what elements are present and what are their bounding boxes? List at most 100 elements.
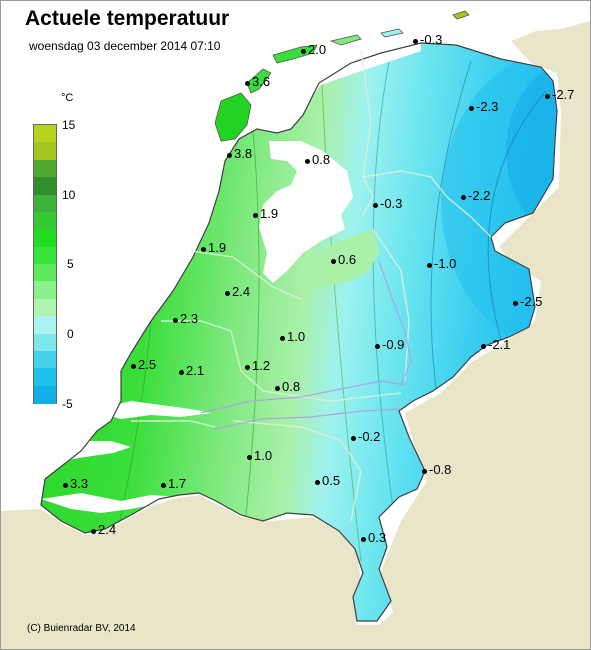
legend-band [34,177,56,195]
station-dot [201,247,206,252]
station-temperature: -0.2 [358,429,381,444]
station-temperature: 2.1 [186,363,205,378]
station-temperature: 0.8 [282,379,301,394]
belgium-region [1,495,401,649]
rivers [200,260,412,430]
station-dot [545,94,550,99]
legend-band [34,368,56,387]
station-dot [173,318,178,323]
station-temperature: -2.7 [552,87,575,102]
station-dot [63,483,68,488]
station-temperature: 2.3 [180,311,199,326]
station-temperature: -0.3 [380,196,403,211]
legend-band [34,264,56,282]
station-temperature: 1.7 [168,476,187,491]
station-dot [361,537,366,542]
station-temperature: 1.9 [260,206,279,221]
legend-band [34,385,56,404]
station-dot [461,195,466,200]
island-ameland [329,34,362,46]
station-temperature: 0.3 [368,530,387,545]
station-dot [161,483,166,488]
island-terschelling [272,44,318,64]
map-timestamp: woensdag 03 december 2014 07:10 [29,39,221,53]
station-dot [179,370,184,375]
station-temperature: 3.8 [234,146,253,161]
legend-tick-label: 15 [62,118,76,132]
island-schiermonnikoog [380,28,404,38]
station-temperature: 3.6 [252,74,271,89]
station-dot [469,106,474,111]
station-dot [513,301,518,306]
haringvliet [91,401,211,419]
legend-tick-label: 0 [67,327,74,341]
station-dot [373,203,378,208]
legend-unit: °C [61,92,74,104]
legend-band [34,194,56,213]
station-dot [331,259,336,264]
station-dot [305,159,310,164]
station-temperature: 1.2 [252,358,271,373]
station-dot [227,153,232,158]
station-dot [275,386,280,391]
legend-tick-label: 5 [67,257,74,271]
station-temperature: 0.5 [322,473,341,488]
province-borders [131,50,492,522]
station-temperature: 2.5 [138,357,157,372]
station-dot [245,81,250,86]
legend-band [34,281,56,300]
legend-band [34,350,56,369]
station-temperature: -2.5 [520,294,543,309]
legend-band [34,229,56,248]
legend-band [34,125,56,143]
station-temperature: -2.2 [468,188,491,203]
station-temperature: -2.1 [488,337,511,352]
legend-band [34,298,56,317]
station-dot [413,39,418,44]
station-dot [245,365,250,370]
copyright-notice: (C) Buienradar BV, 2014 [27,623,136,634]
map-title: Actuele temperatuur [25,7,230,30]
station-temperature: -0.3 [420,32,443,47]
island-vlieland [246,68,272,94]
station-dot [91,529,96,534]
station-temperature: 2.0 [308,42,327,57]
eastern-scheldt [51,441,131,461]
legend-band [34,211,56,230]
station-temperature: 3.3 [70,476,89,491]
station-dot [481,344,486,349]
germany-region [381,1,590,649]
station-temperature: 2.4 [232,284,251,299]
legend-band [34,142,56,161]
ijsselmeer [259,141,353,283]
station-dot [422,469,427,474]
station-dot [315,480,320,485]
station-temperature: 1.0 [287,329,306,344]
station-dot [427,263,432,268]
island-rottumeroog [452,10,470,20]
station-dot [351,436,356,441]
station-temperature: -2.3 [476,99,499,114]
legend-band [34,246,56,265]
station-dot [253,213,258,218]
station-temperature: -1.0 [434,256,457,271]
legend-tick-label: 10 [62,188,76,202]
station-temperature: 0.6 [338,252,357,267]
temperature-legend [33,124,57,404]
legend-band [34,159,56,178]
station-dot [225,291,230,296]
station-dot [301,49,306,54]
station-temperature: -0.9 [382,337,405,352]
legend-band [34,333,56,352]
island-texel [214,92,252,142]
legend-band [34,316,56,334]
station-temperature: 1.9 [208,240,227,255]
station-dot [375,344,380,349]
station-dot [247,455,252,460]
legend-tick-label: -5 [62,397,73,411]
station-temperature: -0.8 [429,462,452,477]
station-temperature: 2.4 [98,522,117,537]
germany-coast [511,21,590,73]
